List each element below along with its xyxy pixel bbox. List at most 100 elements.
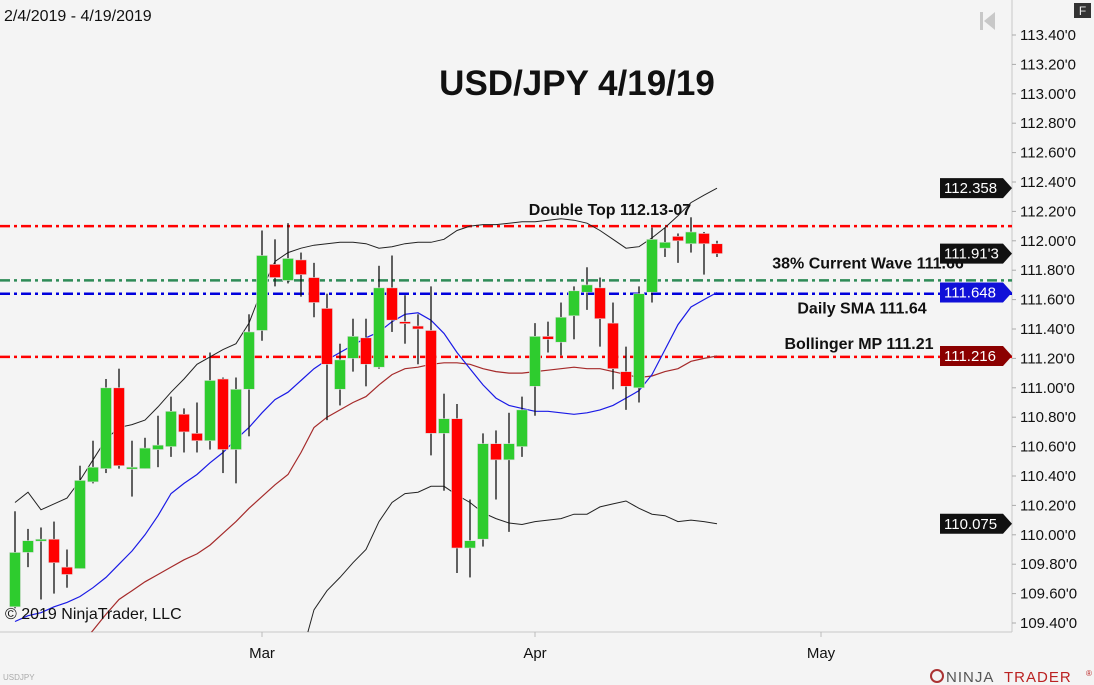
price-marker-label: 111.648 (944, 285, 996, 302)
price-tick-label: 111.20'0 (1020, 350, 1075, 367)
price-marker (940, 346, 1012, 367)
candle-down (399, 321, 411, 324)
price-tick-label: 110.40'0 (1020, 468, 1076, 485)
price-tick-label: 113.20'0 (1020, 56, 1076, 73)
candle-up (243, 331, 255, 390)
candle-up (282, 258, 294, 281)
candle-down (386, 287, 398, 321)
candle-down (451, 418, 463, 549)
collapse-left-icon[interactable] (980, 12, 995, 30)
copyright: © 2019 NinjaTrader, LLC (5, 606, 182, 623)
price-axis[interactable]: 113.40'0 113.20'0 113.00'0 112.80'0 112.60'0… (1011, 0, 1077, 632)
candles (9, 217, 723, 609)
candle-down (178, 413, 190, 433)
price-tick-label: 110.20'0 (1020, 497, 1076, 514)
svg-text:F: F (1079, 4, 1086, 18)
candle-up (685, 231, 697, 245)
price-tick-label: 110.80'0 (1020, 409, 1076, 426)
level-label: Daily SMA 111.64 (797, 301, 926, 318)
level-label: Double Top 112.13-07 (529, 202, 692, 219)
price-tick-label: 112.00'0 (1020, 233, 1076, 250)
candle-down (607, 322, 619, 369)
price-marker-label: 111.91'3 (944, 246, 999, 263)
price-marker (940, 282, 1012, 303)
candle-down (425, 330, 437, 434)
level-label: Bollinger MP 111.21 (784, 336, 933, 353)
candle-up (646, 239, 658, 293)
candle-down (412, 325, 424, 330)
svg-text:NINJA: NINJA (946, 669, 994, 685)
candle-down (620, 371, 632, 387)
candle-down (113, 387, 125, 467)
price-tick-label: 111.00'0 (1020, 380, 1075, 397)
price-tick-label: 109.40'0 (1020, 615, 1077, 632)
candle-up (581, 284, 593, 293)
candle-up (633, 293, 645, 389)
price-tick-label: 111.60'0 (1020, 292, 1075, 309)
candle-down (698, 233, 710, 245)
candle-up (230, 388, 242, 450)
candle-up (373, 287, 385, 368)
candle-down (594, 287, 606, 320)
candle-down (490, 443, 502, 461)
price-marker (940, 513, 1012, 534)
candle-up (87, 466, 99, 483)
price-markers: 112.358 111.91'3 111.648 111.216 110.075 (940, 178, 1012, 534)
price-marker-label: 110.075 (944, 516, 997, 533)
candle-down (711, 243, 723, 254)
candle-down (321, 308, 333, 365)
price-tick-label: 109.80'0 (1020, 556, 1077, 573)
candle-up (555, 316, 567, 343)
candle-up (35, 538, 47, 542)
upper-bollinger-line (14, 187, 718, 511)
price-tick-label: 112.60'0 (1020, 145, 1076, 162)
candle-up (204, 380, 216, 442)
price-marker (940, 178, 1012, 199)
candle-up (126, 466, 138, 470)
horizontal-levels: Double Top 112.13-07 38% Current Wave 111… (0, 202, 1012, 359)
price-tick-label: 112.80'0 (1020, 115, 1076, 132)
candle-up (9, 552, 21, 608)
svg-text:TRADER: TRADER (1004, 669, 1072, 685)
candle-up (438, 418, 450, 434)
price-tick-label: 110.00'0 (1020, 527, 1076, 544)
price-tick-label: 109.60'0 (1020, 586, 1077, 603)
candle-up (165, 411, 177, 447)
candle-up (22, 540, 34, 553)
candle-down (360, 337, 372, 365)
price-marker-label: 112.358 (944, 180, 997, 197)
chart-title: USD/JPY 4/19/19 (439, 64, 715, 103)
price-tick-label: 113.40'0 (1020, 27, 1076, 44)
candle-up (464, 540, 476, 549)
candle-up (334, 359, 346, 390)
price-tick-label: 111.80'0 (1020, 262, 1075, 279)
level-label: 38% Current Wave 111.66 (772, 255, 964, 272)
candle-up (477, 443, 489, 540)
candle-down (269, 264, 281, 278)
candle-up (347, 336, 359, 359)
lower-bollinger-line (307, 485, 718, 633)
candle-up (139, 447, 151, 469)
candle-up (503, 443, 515, 461)
price-marker (940, 243, 1012, 264)
instrument-label: USDJPY (3, 673, 35, 682)
candle-up (152, 444, 164, 450)
f-button[interactable]: F (1074, 3, 1091, 18)
candle-up (568, 290, 580, 317)
svg-text:®: ® (1086, 669, 1092, 678)
time-tick-label: Mar (249, 645, 275, 662)
candle-down (191, 433, 203, 442)
middle-bollinger-line (91, 355, 718, 633)
date-range: 2/4/2019 - 4/19/2019 (4, 8, 152, 25)
price-marker-label: 111.216 (944, 348, 996, 365)
candle-down (61, 566, 73, 575)
time-axis: Mar Apr May (0, 631, 1012, 662)
candle-down (308, 277, 320, 303)
candle-down (217, 378, 229, 450)
candle-down (542, 336, 554, 340)
candle-down (295, 259, 307, 275)
candle-up (659, 241, 671, 249)
price-tick-label: 110.60'0 (1020, 439, 1076, 456)
candle-down (48, 538, 60, 564)
